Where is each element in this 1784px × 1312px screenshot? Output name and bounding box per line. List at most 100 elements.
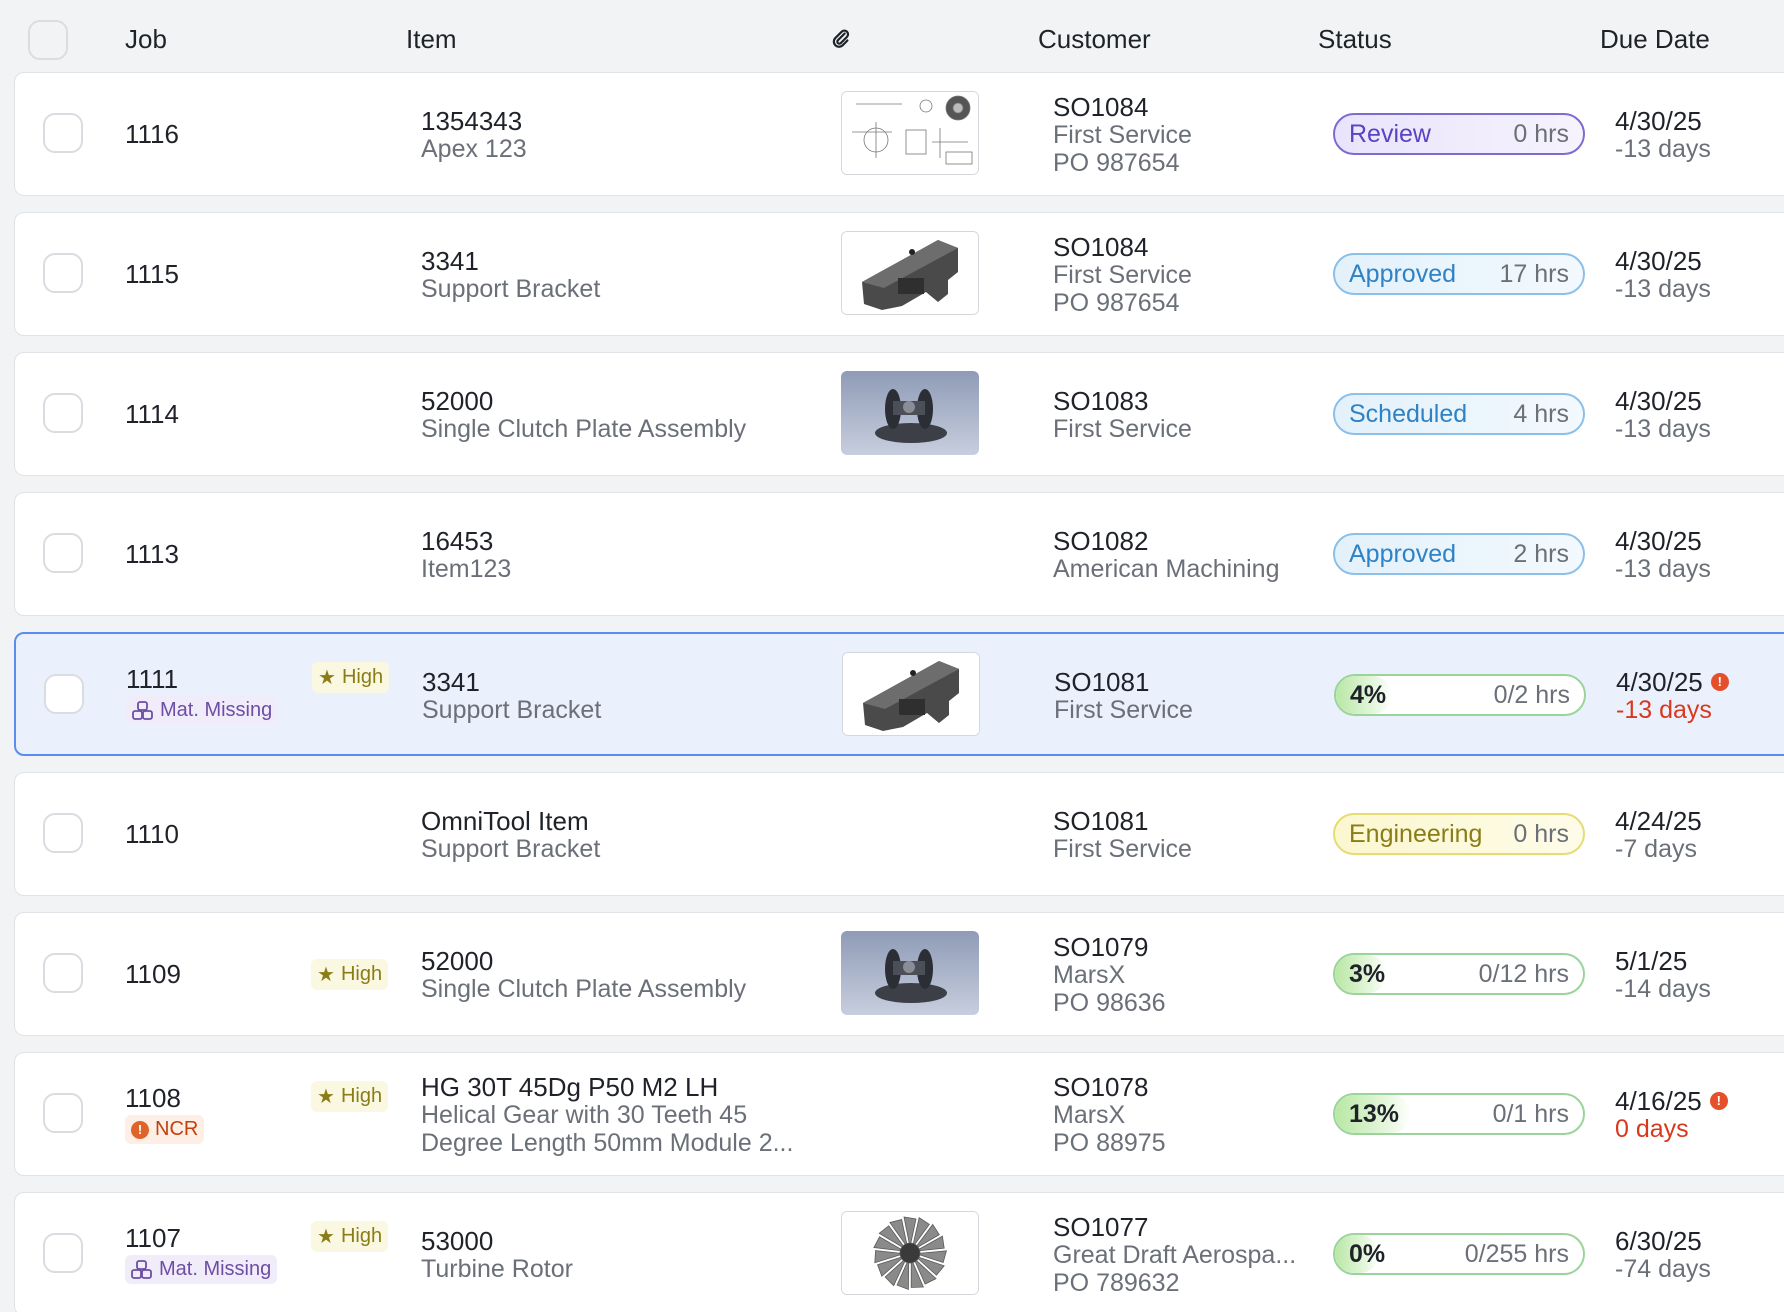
progress-percent: 13% xyxy=(1349,1099,1400,1128)
due-date-cell: 4/16/25! 0 days xyxy=(1615,1087,1728,1143)
row-checkbox[interactable] xyxy=(43,253,83,293)
due-date-cell: 5/1/25 -14 days xyxy=(1615,947,1711,1003)
due-date: 5/1/25 xyxy=(1615,946,1688,976)
row-checkbox[interactable] xyxy=(43,953,83,993)
due-date: 4/30/25 xyxy=(1615,386,1702,416)
due-relative: -14 days xyxy=(1615,975,1711,1003)
item-name: Turbine Rotor xyxy=(421,1255,573,1283)
star-icon: ★ xyxy=(317,1086,335,1108)
col-header-due-date[interactable]: Due Date xyxy=(1600,24,1710,54)
hours-label: 0/12 hrs xyxy=(1478,959,1569,988)
item-name: Support Bracket xyxy=(421,835,601,863)
item-number: 1354343 xyxy=(421,106,523,136)
purchase-order: PO 88975 xyxy=(1053,1129,1166,1157)
item-thumbnail[interactable] xyxy=(841,371,979,455)
priority-badge[interactable]: ★ High xyxy=(312,662,390,693)
due-relative: -13 days xyxy=(1615,415,1711,443)
item-thumbnail[interactable] xyxy=(842,652,980,736)
paperclip-icon xyxy=(832,29,850,48)
item-cell: 3341 Support Bracket xyxy=(421,247,600,303)
customer-name: First Service xyxy=(1053,261,1192,289)
col-header-item[interactable]: Item xyxy=(406,24,457,54)
material-missing-badge[interactable]: Mat. Missing xyxy=(125,1255,278,1284)
status-pill[interactable]: Approved 2 hrs xyxy=(1333,533,1585,575)
progress-percent: 3% xyxy=(1349,959,1386,988)
table-row[interactable]: 1114 52000 Single Clutch Plate Assembly … xyxy=(14,352,1784,476)
row-checkbox[interactable] xyxy=(44,674,84,714)
table-row[interactable]: 1109 ★ High 52000 Single Clutch Plate As… xyxy=(14,912,1784,1036)
row-checkbox[interactable] xyxy=(43,393,83,433)
table-row[interactable]: 1115 3341 Support Bracket SO1084 First S… xyxy=(14,212,1784,336)
item-number: 52000 xyxy=(421,386,494,416)
select-all-checkbox[interactable] xyxy=(28,20,68,60)
customer-name: First Service xyxy=(1053,835,1192,863)
drawing-thumbnail-image xyxy=(842,92,978,174)
due-relative: -7 days xyxy=(1615,835,1697,863)
job-number: 1113 xyxy=(125,539,179,569)
ncr-badge[interactable]: ! NCR xyxy=(125,1115,205,1144)
priority-label: High xyxy=(341,666,384,688)
row-checkbox[interactable] xyxy=(43,1093,83,1133)
table-row[interactable]: 1110 OmniTool Item Support Bracket SO108… xyxy=(14,772,1784,896)
hours-label: 0 hrs xyxy=(1513,819,1569,848)
purchase-order: PO 987654 xyxy=(1053,149,1180,177)
clutch-assembly-thumbnail-image xyxy=(841,931,979,1015)
col-header-customer[interactable]: Customer xyxy=(1038,24,1151,54)
item-thumbnail[interactable] xyxy=(841,231,979,315)
due-date-cell: 6/30/25 -74 days xyxy=(1615,1227,1711,1283)
col-header-status[interactable]: Status xyxy=(1318,24,1392,54)
item-thumbnail[interactable] xyxy=(841,931,979,1015)
status-pill[interactable]: Scheduled 4 hrs xyxy=(1333,393,1585,435)
table-row[interactable]: 1116 1354343 Apex 123 xyxy=(14,72,1784,196)
status-pill[interactable]: Review 0 hrs xyxy=(1333,113,1585,155)
purchase-order: PO 789632 xyxy=(1053,1269,1180,1297)
item-cell: 53000 Turbine Rotor xyxy=(421,1227,573,1283)
row-checkbox[interactable] xyxy=(43,533,83,573)
status-pill[interactable]: Engineering 0 hrs xyxy=(1333,813,1585,855)
customer-cell: SO1084 First Service PO 987654 xyxy=(1053,233,1192,317)
status-progress-pill[interactable]: 3% 0/12 hrs xyxy=(1333,953,1585,995)
progress-percent: 4% xyxy=(1350,680,1387,709)
hours-label: 0/255 hrs xyxy=(1464,1239,1569,1268)
status-progress-pill[interactable]: 0% 0/255 hrs xyxy=(1333,1233,1585,1275)
row-checkbox[interactable] xyxy=(43,813,83,853)
materials-icon xyxy=(131,1259,152,1279)
item-thumbnail[interactable] xyxy=(841,1211,979,1295)
customer-cell: SO1081 First Service xyxy=(1054,668,1193,724)
status-progress-pill[interactable]: 4% 0/2 hrs xyxy=(1334,674,1586,716)
item-cell: HG 30T 45Dg P50 M2 LH Helical Gear with … xyxy=(421,1073,793,1157)
job-number: 1115 xyxy=(125,259,179,289)
table-row-selected[interactable]: 1111 Mat. Missing ★ High 3341 Support Br… xyxy=(14,632,1784,756)
table-row[interactable]: 1108 ! NCR ★ High HG 30T 45Dg P50 M2 LH … xyxy=(14,1052,1784,1176)
row-checkbox[interactable] xyxy=(43,113,83,153)
due-date: 4/30/25 xyxy=(1615,526,1702,556)
priority-badge[interactable]: ★ High xyxy=(311,1221,389,1252)
tag-label: Mat. Missing xyxy=(160,699,273,721)
customer-name: American Machining xyxy=(1053,555,1280,583)
bracket-thumbnail-image xyxy=(843,653,979,735)
due-date: 4/30/25 xyxy=(1615,246,1702,276)
status-label: Approved xyxy=(1349,259,1457,288)
item-cell: 1354343 Apex 123 xyxy=(421,107,527,163)
material-missing-badge[interactable]: Mat. Missing xyxy=(126,696,279,725)
priority-badge[interactable]: ★ High xyxy=(311,1081,389,1112)
col-header-job[interactable]: Job xyxy=(125,24,167,54)
item-cell: 52000 Single Clutch Plate Assembly xyxy=(421,387,746,443)
customer-cell: SO1084 First Service PO 987654 xyxy=(1053,93,1192,177)
sales-order: SO1083 xyxy=(1053,386,1149,416)
status-label: Review xyxy=(1349,119,1431,148)
table-row[interactable]: 1107 Mat. Missing ★ High 53000 Turbine R… xyxy=(14,1192,1784,1312)
sales-order: SO1084 xyxy=(1053,92,1149,122)
due-date-cell: 4/24/25 -7 days xyxy=(1615,807,1702,863)
status-pill[interactable]: Approved 17 hrs xyxy=(1333,253,1585,295)
sales-order: SO1077 xyxy=(1053,1212,1149,1242)
item-name: Helical Gear with 30 Teeth 45 xyxy=(421,1101,748,1129)
status-label: Approved xyxy=(1349,539,1457,568)
overdue-alert-icon: ! xyxy=(1710,673,1729,691)
item-thumbnail[interactable] xyxy=(841,91,979,175)
row-checkbox[interactable] xyxy=(43,1233,83,1273)
progress-fill xyxy=(1336,676,1392,714)
priority-badge[interactable]: ★ High xyxy=(311,959,389,990)
status-progress-pill[interactable]: 13% 0/1 hrs xyxy=(1333,1093,1585,1135)
table-row[interactable]: 1113 16453 Item123 SO1082 American Machi… xyxy=(14,492,1784,616)
